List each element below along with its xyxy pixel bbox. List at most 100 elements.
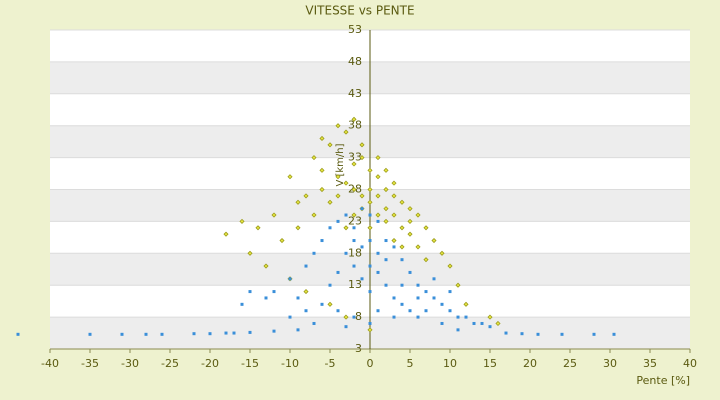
point bbox=[343, 225, 349, 231]
point bbox=[344, 251, 348, 255]
point bbox=[432, 277, 436, 281]
point bbox=[344, 325, 348, 329]
y-tick-label: 33 bbox=[348, 151, 362, 164]
point bbox=[240, 302, 244, 306]
point bbox=[447, 263, 453, 269]
point bbox=[367, 186, 373, 193]
point bbox=[352, 315, 356, 319]
point bbox=[248, 330, 252, 334]
y-tick-label: 43 bbox=[348, 87, 362, 100]
point bbox=[520, 332, 524, 336]
point bbox=[431, 237, 437, 244]
point bbox=[368, 213, 372, 217]
point bbox=[392, 315, 396, 319]
point bbox=[335, 174, 341, 180]
point bbox=[160, 332, 164, 336]
point bbox=[416, 296, 420, 300]
point bbox=[351, 186, 357, 193]
point bbox=[303, 289, 309, 295]
point bbox=[408, 270, 412, 274]
point bbox=[351, 116, 357, 122]
y-tick-label: 38 bbox=[348, 119, 362, 132]
point bbox=[400, 283, 404, 287]
point bbox=[415, 244, 421, 250]
point bbox=[560, 332, 564, 336]
point bbox=[376, 270, 380, 274]
point bbox=[423, 257, 429, 263]
y-tick-label: 18 bbox=[348, 246, 362, 259]
point bbox=[440, 302, 444, 306]
point bbox=[335, 123, 341, 129]
x-tick-label: 5 bbox=[407, 357, 414, 370]
point bbox=[368, 239, 372, 243]
point bbox=[304, 264, 308, 268]
x-tick-label: -30 bbox=[121, 357, 139, 370]
point bbox=[440, 321, 444, 325]
point bbox=[487, 314, 493, 320]
point bbox=[384, 239, 388, 243]
point bbox=[328, 226, 332, 230]
point bbox=[367, 327, 373, 333]
point bbox=[352, 239, 356, 243]
point bbox=[408, 309, 412, 313]
point bbox=[463, 301, 469, 307]
point bbox=[367, 167, 373, 173]
point bbox=[359, 155, 365, 161]
point bbox=[295, 199, 301, 205]
y-tick-label: 8 bbox=[355, 310, 362, 323]
point bbox=[343, 180, 349, 186]
point bbox=[343, 129, 349, 135]
point bbox=[351, 161, 357, 167]
point bbox=[392, 245, 396, 249]
point bbox=[399, 244, 405, 250]
point bbox=[248, 290, 252, 294]
point bbox=[263, 263, 269, 269]
point bbox=[399, 225, 405, 231]
x-tick-label: -15 bbox=[241, 357, 259, 370]
point bbox=[192, 332, 196, 336]
point bbox=[336, 309, 340, 313]
point bbox=[239, 218, 245, 224]
point bbox=[319, 167, 325, 173]
x-tick-label: -40 bbox=[41, 357, 59, 370]
x-tick-label: -20 bbox=[201, 357, 219, 370]
point bbox=[456, 315, 460, 319]
point bbox=[311, 155, 317, 161]
point bbox=[144, 332, 148, 336]
x-tick-label: -5 bbox=[325, 357, 336, 370]
point bbox=[375, 155, 381, 161]
point bbox=[208, 332, 212, 336]
point bbox=[312, 321, 316, 325]
point bbox=[352, 264, 356, 268]
x-tick-label: 0 bbox=[367, 357, 374, 370]
point bbox=[320, 302, 324, 306]
point bbox=[612, 332, 616, 336]
y-tick-label: 23 bbox=[348, 214, 362, 227]
point bbox=[392, 296, 396, 300]
point bbox=[360, 277, 364, 281]
point bbox=[424, 290, 428, 294]
point bbox=[223, 231, 229, 237]
point bbox=[120, 332, 124, 336]
point bbox=[536, 332, 540, 336]
point bbox=[344, 213, 348, 217]
point bbox=[288, 315, 292, 319]
point bbox=[271, 212, 277, 218]
point bbox=[296, 296, 300, 300]
point bbox=[255, 225, 261, 231]
x-tick-label: -10 bbox=[281, 357, 299, 370]
point bbox=[455, 282, 461, 288]
point bbox=[383, 206, 389, 212]
point bbox=[400, 258, 404, 262]
point bbox=[272, 329, 276, 333]
point bbox=[352, 226, 356, 230]
x-tick-label: -35 bbox=[81, 357, 99, 370]
point bbox=[592, 332, 596, 336]
point bbox=[439, 250, 445, 256]
point bbox=[407, 231, 413, 237]
point bbox=[312, 251, 316, 255]
y-tick-label: 53 bbox=[348, 23, 362, 36]
point bbox=[391, 212, 397, 218]
point bbox=[327, 301, 333, 307]
x-tick-label: 25 bbox=[563, 357, 577, 370]
